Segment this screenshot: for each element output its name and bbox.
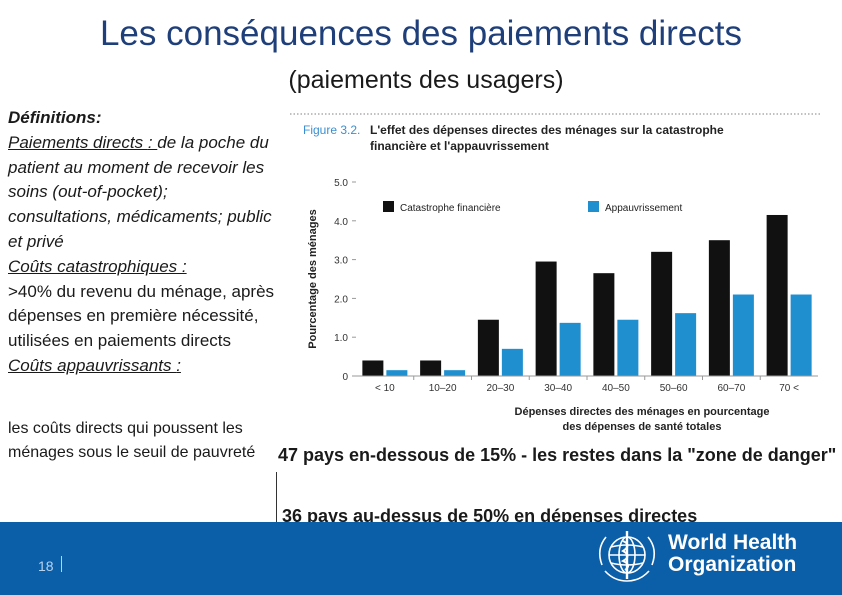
definitions-heading: Définitions: [8, 108, 102, 127]
bar-appauvrissement [501, 348, 523, 376]
note-divider [276, 472, 277, 528]
bar-catastrophe [362, 360, 384, 376]
direct-term: Paiements directs [8, 132, 148, 152]
y-tick-label: 3.0 [334, 256, 348, 267]
bar-catastrophe [535, 261, 557, 376]
definition-impoverishing: Coûts appauvrissants : [8, 354, 276, 379]
bar-appauvrissement [559, 322, 581, 376]
chart-title-line2: financière et l'appauvrissement [370, 139, 549, 153]
figure-label: Figure 3.2. [303, 123, 360, 137]
impoverishing-text: les coûts directs qui poussent les ménag… [8, 420, 256, 461]
bar-catastrophe [477, 319, 499, 376]
who-text-line1: World Health [668, 531, 798, 554]
who-text-line2: Organization [668, 553, 797, 576]
direct-colon: : [147, 132, 158, 152]
y-tick-label: 2.0 [334, 294, 348, 305]
y-tick-label: 1.0 [334, 333, 348, 344]
catastrophic-term: Coûts catastrophiques : [8, 256, 187, 276]
y-tick-label: 0 [342, 372, 348, 383]
legend-label-catastrophe: Catastrophe financière [400, 203, 501, 214]
bar-catastrophe [766, 214, 788, 376]
bar-appauvrissement [732, 294, 754, 376]
bar-appauvrissement [675, 313, 697, 376]
page-number-divider [61, 556, 62, 572]
bar-appauvrissement [386, 370, 408, 376]
x-tick-label: < 10 [375, 383, 395, 394]
y-tick-label: 4.0 [334, 217, 348, 228]
chart-title-line1: L'effet des dépenses directes des ménage… [370, 123, 724, 137]
legend: Catastrophe financière Appauvrissement [383, 201, 682, 214]
definition-catastrophic: Coûts catastrophiques : >40% du revenu du… [8, 255, 276, 354]
catastrophic-text: >40% du revenu du ménage, après dépenses… [8, 281, 275, 351]
x-tick-label: 60–70 [717, 383, 745, 394]
x-tick-label: 40–50 [602, 383, 630, 394]
definitions-block: Définitions: Paiements directs : de la p… [8, 106, 276, 379]
note-36-countries: 36 pays au-dessus de 50% en dépenses dir… [282, 506, 698, 526]
bar-appauvrissement [444, 370, 466, 376]
note-47-countries: 47 pays en-dessous de 15% - les restes d… [278, 445, 837, 465]
legend-swatch-catastrophe [383, 201, 394, 212]
definition-direct: Paiements directs : de la poche du patie… [8, 131, 276, 255]
legend-label-appauvrissement: Appauvrissement [605, 203, 682, 214]
impoverishing-term: Coûts appauvrissants [8, 355, 177, 375]
who-wordmark: World Health Organization [668, 532, 797, 576]
bars-group [362, 214, 812, 376]
chart-figure: Figure 3.2. L'effet des dépenses directe… [290, 113, 822, 433]
x-tick-label: 10–20 [429, 383, 457, 394]
x-tick-label: 20–30 [486, 383, 514, 394]
y-tick-label: 5.0 [334, 178, 348, 189]
slide-title: Les conséquences des paiements directs [99, 14, 743, 53]
impoverishing-colon: : [176, 355, 181, 375]
page-number: 18 [38, 558, 54, 574]
direct-text: de la poche du patient au moment de rece… [8, 132, 272, 251]
x-axis-ticks: < 10 10–20 20–30 30–40 40–50 50–60 60–70 70 < [375, 376, 799, 394]
who-emblem-icon [598, 531, 656, 582]
bar-appauvrissement [617, 319, 639, 376]
legend-swatch-appauvrissement [588, 201, 599, 212]
x-axis-label-line1: Dépenses directes des ménages en pourcen… [515, 406, 770, 418]
x-tick-label: 70 < [779, 383, 799, 394]
bar-catastrophe [420, 360, 442, 376]
x-tick-label: 50–60 [660, 383, 688, 394]
x-axis-label-line2: des dépenses de santé totales [563, 421, 722, 433]
footer-bar [0, 522, 842, 595]
slide-subtitle: (paiements des usagers) [288, 66, 564, 94]
x-tick-label: 30–40 [544, 383, 572, 394]
bar-catastrophe [593, 273, 615, 376]
bar-appauvrissement [790, 294, 812, 376]
bar-catastrophe [708, 240, 730, 376]
y-axis-ticks: 0 1.0 2.0 3.0 4.0 5.0 [334, 178, 356, 383]
y-axis-label: Pourcentage des ménages [307, 209, 319, 348]
bar-catastrophe [651, 251, 673, 376]
